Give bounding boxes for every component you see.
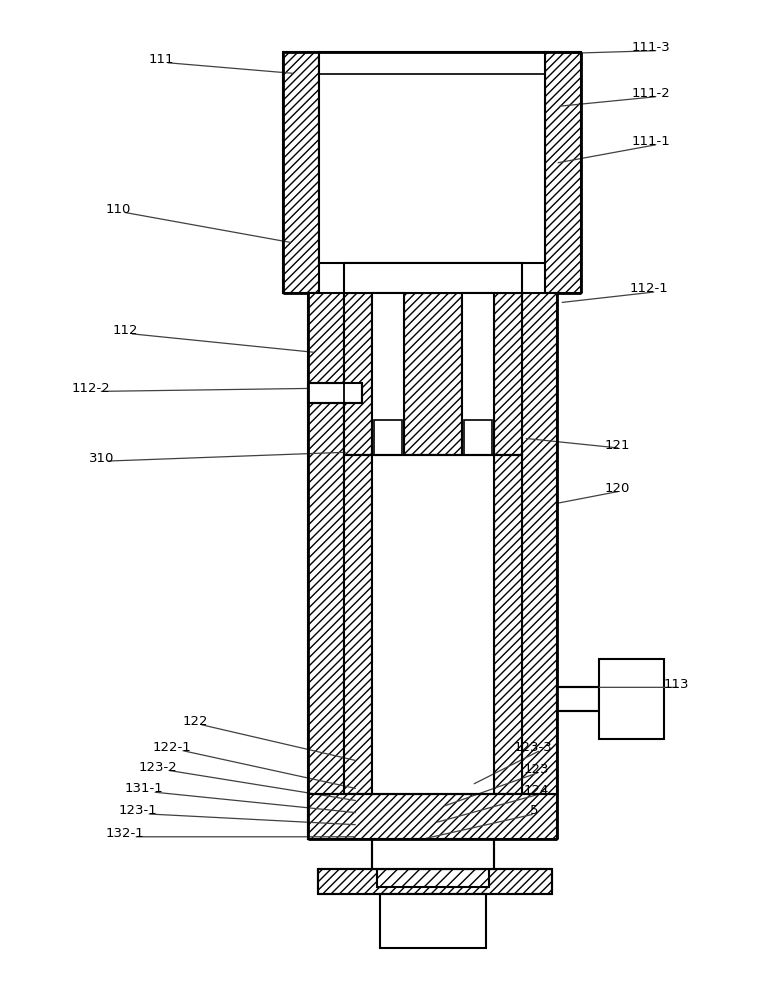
- Bar: [545, 52, 581, 293]
- Text: 123: 123: [524, 763, 549, 776]
- Bar: [557, 687, 599, 711]
- Text: 122-1: 122-1: [153, 741, 192, 754]
- Bar: [284, 52, 319, 293]
- Text: 123-1: 123-1: [119, 804, 158, 817]
- Text: 124: 124: [524, 784, 549, 797]
- Text: 111-1: 111-1: [631, 135, 670, 148]
- Text: 111-2: 111-2: [631, 87, 670, 100]
- Text: 131-1: 131-1: [125, 782, 164, 795]
- Text: 112-2: 112-2: [71, 382, 110, 395]
- Text: 112: 112: [113, 324, 138, 337]
- Bar: [404, 293, 462, 455]
- Bar: [380, 894, 486, 948]
- Bar: [344, 263, 521, 293]
- Text: 132-1: 132-1: [106, 827, 145, 840]
- Bar: [319, 869, 552, 894]
- Text: 122: 122: [183, 715, 208, 728]
- Bar: [372, 839, 493, 869]
- Text: 113: 113: [664, 678, 689, 691]
- Bar: [493, 455, 521, 794]
- Bar: [319, 52, 545, 263]
- Bar: [344, 293, 372, 455]
- Text: 310: 310: [89, 452, 114, 465]
- Bar: [464, 420, 492, 455]
- Text: 121: 121: [605, 439, 629, 452]
- Bar: [521, 293, 557, 839]
- Bar: [462, 293, 493, 455]
- Bar: [599, 659, 664, 739]
- Text: 123-2: 123-2: [139, 761, 178, 774]
- Bar: [372, 293, 404, 455]
- Text: 123-3: 123-3: [514, 741, 552, 754]
- Bar: [308, 794, 557, 839]
- Bar: [372, 455, 493, 794]
- Text: 111: 111: [149, 53, 174, 66]
- Text: 112-1: 112-1: [629, 282, 668, 295]
- Bar: [308, 293, 344, 839]
- Bar: [308, 383, 362, 403]
- Bar: [493, 293, 521, 455]
- Bar: [377, 869, 489, 887]
- Bar: [374, 420, 402, 455]
- Text: 111-3: 111-3: [631, 41, 670, 54]
- Text: 5: 5: [529, 804, 538, 817]
- Text: 110: 110: [106, 203, 131, 216]
- Text: 120: 120: [605, 482, 629, 495]
- Bar: [344, 455, 372, 794]
